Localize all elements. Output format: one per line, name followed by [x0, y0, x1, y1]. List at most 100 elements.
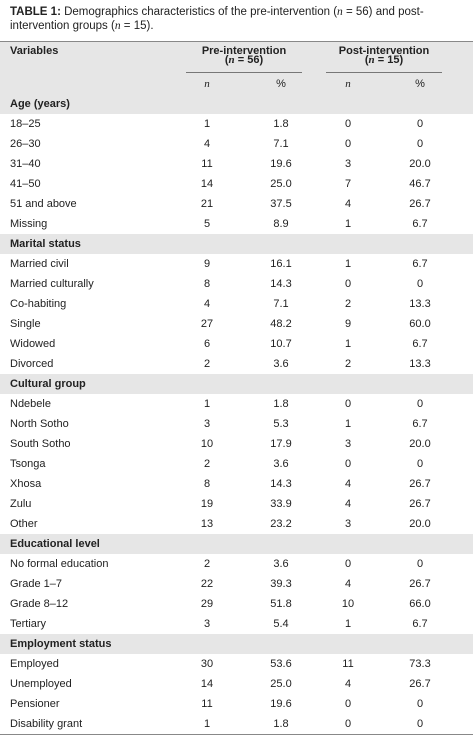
cell-value: 0: [416, 718, 424, 730]
cell-value: 7.1: [273, 138, 289, 150]
cell-value: 20.0: [409, 438, 431, 450]
row-label: Single: [10, 318, 41, 330]
section-background: [0, 374, 473, 394]
row-label: Other: [10, 518, 38, 530]
cell-value: 25.0: [270, 178, 292, 190]
cell-value: 5.3: [273, 418, 289, 430]
cell-value: 1: [344, 418, 352, 430]
row-label: Widowed: [10, 338, 56, 350]
group-note-part: n: [368, 54, 375, 66]
cell-value: 7.1: [273, 298, 289, 310]
cell-value: 0: [344, 558, 352, 570]
row-label: 41–50: [10, 178, 41, 190]
cell-value: 17.9: [270, 438, 292, 450]
cell-value: 1: [344, 618, 352, 630]
cell-value: 23.2: [270, 518, 292, 530]
bottom-rule: [0, 734, 473, 735]
group-note-part: = 56): [234, 54, 264, 66]
group-rule: [326, 72, 442, 73]
cell-value: 2: [203, 358, 211, 370]
cell-value: 13: [200, 518, 214, 530]
cell-value: 29: [200, 598, 214, 610]
row-label: South Sotho: [10, 438, 71, 450]
cell-value: 9: [203, 258, 211, 270]
cell-value: 1: [203, 718, 211, 730]
cell-value: 14.3: [270, 478, 292, 490]
cell-value: 53.6: [270, 658, 292, 670]
cell-value: 11: [201, 698, 213, 710]
row-label: Zulu: [10, 498, 32, 510]
cell-value: 13.3: [409, 358, 431, 370]
cell-value: 1: [203, 398, 211, 410]
group-note-part: (: [364, 54, 369, 66]
group-header: Pre-intervention: [201, 45, 287, 57]
cell-value: 48.2: [270, 318, 292, 330]
group-note-part: n: [228, 54, 235, 66]
cell-value: 26.7: [409, 678, 431, 690]
cell-value: 20.0: [409, 518, 431, 530]
cell-value: 19.6: [270, 698, 292, 710]
group-header: Post-intervention: [338, 45, 430, 57]
cell-value: 30: [200, 658, 214, 670]
cell-value: 1: [344, 258, 352, 270]
cell-value: 26.7: [409, 198, 431, 210]
cell-value: 9: [344, 318, 352, 330]
cell-value: 0: [416, 138, 424, 150]
row-label: Ndebele: [10, 398, 51, 410]
cell-value: 3: [203, 618, 211, 630]
cell-value: 8: [203, 478, 211, 490]
row-label: Tsonga: [10, 458, 46, 470]
section-heading: Age (years): [10, 98, 70, 110]
section-background: [0, 234, 473, 254]
section-background: [0, 634, 473, 654]
cell-value: 1.8: [273, 398, 289, 410]
cell-value: 19.6: [270, 158, 292, 170]
cell-value: 14: [200, 178, 214, 190]
cell-value: 4: [344, 478, 352, 490]
group-note: (n = 15): [324, 53, 444, 67]
title-italic: n: [337, 6, 343, 18]
cell-value: 20.0: [409, 158, 431, 170]
cell-value: 1.8: [273, 118, 289, 130]
cell-value: 0: [416, 278, 424, 290]
cell-value: 4: [344, 678, 352, 690]
cell-value: 4: [344, 498, 352, 510]
row-label: Grade 8–12: [10, 598, 69, 610]
cell-value: 14: [200, 678, 214, 690]
cell-value: 0: [344, 138, 352, 150]
row-label: 18–25: [10, 118, 41, 130]
cell-value: 10.7: [270, 338, 292, 350]
sub-header: n: [204, 78, 210, 90]
row-label: 51 and above: [10, 198, 77, 210]
cell-value: 3: [203, 418, 211, 430]
cell-value: 13.3: [409, 298, 431, 310]
cell-value: 10: [200, 438, 214, 450]
cell-value: 6.7: [412, 418, 428, 430]
cell-value: 2: [344, 298, 352, 310]
row-label: Divorced: [10, 358, 54, 370]
title-label: TABLE 1:: [10, 6, 61, 18]
cell-value: 4: [203, 298, 211, 310]
cell-value: 1.8: [273, 718, 289, 730]
cell-value: 16.1: [270, 258, 292, 270]
cell-value: 14.3: [270, 278, 292, 290]
cell-value: 26.7: [409, 478, 431, 490]
cell-value: 66.0: [409, 598, 431, 610]
cell-value: 39.3: [270, 578, 292, 590]
cell-value: 4: [344, 198, 352, 210]
section-heading: Cultural group: [10, 378, 86, 390]
table: Variables Pre-intervention (n = 56) n% Post-…: [0, 41, 473, 741]
cell-value: 73.3: [409, 658, 431, 670]
row-label: Pensioner: [10, 698, 60, 710]
row-label: Missing: [10, 218, 48, 230]
sub-header: %: [276, 78, 286, 90]
title-text: = 15).: [120, 20, 154, 32]
cell-value: 0: [416, 558, 424, 570]
cell-value: 3.6: [273, 558, 289, 570]
cell-value: 25.0: [270, 678, 292, 690]
section-heading: Employment status: [10, 638, 112, 650]
cell-value: 3: [344, 438, 352, 450]
cell-value: 60.0: [409, 318, 431, 330]
cell-value: 5: [203, 218, 211, 230]
